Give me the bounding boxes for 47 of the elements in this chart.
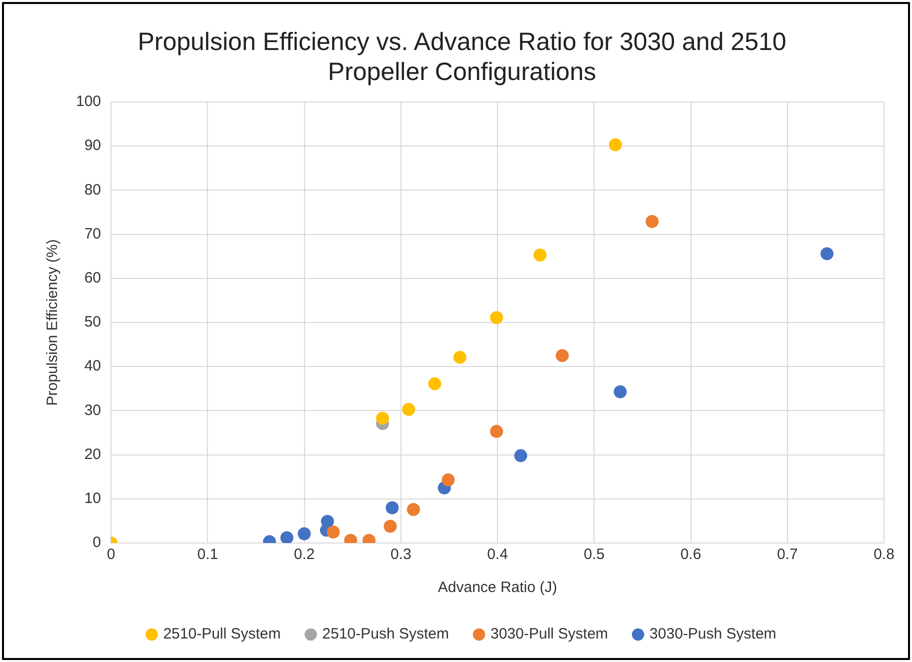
point [453, 350, 466, 364]
x-axis-title: Advance Ratio (J) [438, 579, 558, 596]
x-tick-label: 0.2 [294, 546, 315, 564]
y-tick-label: 80 [84, 181, 102, 198]
y-tick-label: 60 [84, 270, 102, 287]
point [820, 247, 834, 260]
x-tick-label: 0.3 [390, 546, 412, 564]
point [514, 449, 528, 462]
y-tick-label: 70 [84, 225, 102, 242]
x-tick-label: 0.8 [874, 546, 894, 564]
legend-label: 2510-Push System [322, 626, 450, 643]
y-axis-title: Propulsion Efficiency (%) [44, 239, 62, 406]
point [280, 531, 294, 543]
point [406, 502, 420, 516]
y-tick-label: 0 [92, 534, 102, 552]
y-tick-label: 90 [84, 137, 102, 154]
y-tick-label: 10 [84, 490, 102, 508]
point [298, 527, 311, 540]
legend-label: 3030-Pull System [490, 626, 608, 643]
y-tick-label: 50 [84, 314, 102, 331]
point [384, 520, 397, 533]
legend-label: 3030-Push System [650, 626, 776, 643]
point [646, 215, 659, 228]
chart-title: Propulsion Efficiency vs. Advance Ratio for 3030 and 2510 Propeller Configurations [138, 28, 786, 86]
point [442, 473, 455, 486]
point [326, 525, 340, 538]
y-tick-label: 30 [84, 402, 102, 419]
x-tick-label: 0.5 [584, 546, 605, 564]
point [402, 402, 416, 416]
point [614, 385, 627, 398]
point [534, 248, 547, 262]
point [376, 412, 390, 425]
y-tick-label: 40 [84, 358, 102, 375]
x-tick-label: 0.7 [776, 546, 798, 564]
x-tick-label: 0 [106, 546, 116, 564]
point [386, 501, 399, 514]
x-tick-label: 0.4 [487, 546, 508, 564]
legend-label: 2510-Pull System [163, 626, 281, 643]
point [490, 311, 504, 324]
x-tick-label: 0.1 [197, 546, 218, 564]
point [490, 424, 504, 438]
point [608, 138, 622, 152]
point [428, 377, 442, 390]
x-tick-label: 0.6 [680, 546, 702, 564]
y-tick-label: 100 [76, 93, 102, 110]
y-tick-label: 20 [84, 446, 102, 463]
point [556, 349, 569, 362]
